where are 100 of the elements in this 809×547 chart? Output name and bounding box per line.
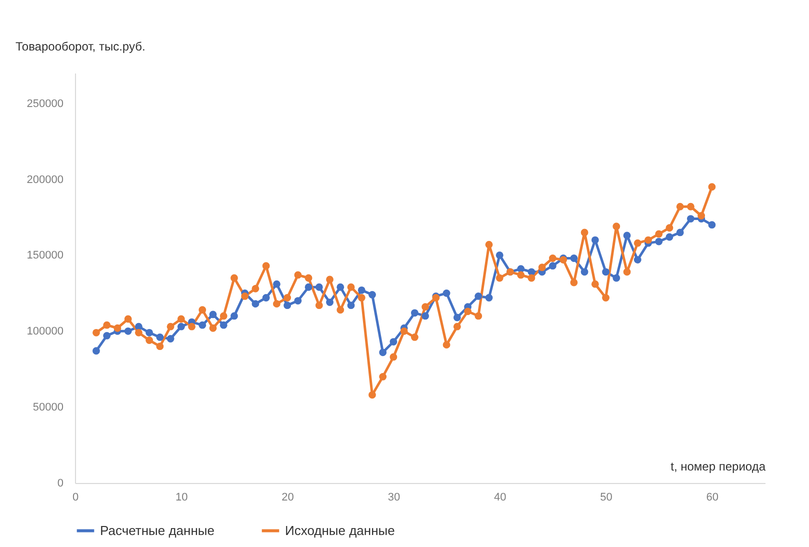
- point: [166, 335, 174, 342]
- point: [390, 338, 398, 346]
- point: [252, 284, 260, 292]
- point: [262, 294, 270, 302]
- point: [655, 238, 663, 246]
- point: [368, 291, 376, 298]
- point: [230, 312, 238, 320]
- point: [146, 336, 154, 344]
- point: [453, 322, 461, 330]
- point: [676, 228, 684, 236]
- point: [304, 274, 312, 282]
- point: [602, 294, 610, 302]
- point: [422, 312, 430, 320]
- point: [591, 280, 599, 288]
- y-tick-label: 50000: [32, 402, 64, 414]
- point: [570, 278, 578, 286]
- point: [220, 312, 228, 320]
- point: [326, 298, 334, 306]
- point: [166, 322, 174, 330]
- point: [103, 321, 111, 329]
- point: [442, 289, 450, 297]
- point: [262, 262, 270, 270]
- point: [666, 224, 674, 232]
- point: [379, 348, 387, 356]
- point: [655, 230, 663, 238]
- point: [517, 265, 525, 273]
- point: [410, 309, 418, 317]
- point: [634, 256, 642, 264]
- point: [474, 292, 482, 300]
- point: [134, 328, 142, 336]
- point: [410, 334, 418, 341]
- point: [676, 202, 684, 210]
- point: [528, 268, 536, 276]
- point: [517, 271, 525, 279]
- point: [644, 236, 652, 244]
- y-tick-label: 250000: [26, 98, 64, 110]
- y-tick-label: 100000: [26, 326, 64, 338]
- y-axis-title: Товарооборот, тыс.руб.: [16, 40, 146, 54]
- y-tick-label: 200000: [26, 174, 64, 186]
- point: [294, 297, 302, 304]
- point: [103, 332, 111, 340]
- point: [124, 315, 132, 323]
- x-tick-label: 10: [176, 492, 188, 504]
- point: [496, 274, 504, 282]
- point: [570, 254, 578, 262]
- point: [686, 215, 694, 222]
- point: [580, 268, 588, 276]
- point: [177, 315, 185, 323]
- point: [548, 262, 556, 270]
- point: [92, 347, 100, 355]
- point: [612, 274, 620, 282]
- point: [284, 302, 292, 310]
- point: [390, 353, 398, 361]
- point: [198, 306, 206, 314]
- legend-label: Исходные данные: [285, 522, 395, 538]
- point: [294, 271, 302, 279]
- point: [272, 300, 280, 308]
- point: [623, 268, 631, 276]
- point: [209, 310, 217, 318]
- point: [708, 183, 716, 191]
- x-tick-label: 50: [600, 492, 612, 504]
- point: [347, 302, 355, 310]
- point: [422, 303, 430, 311]
- point: [315, 283, 323, 291]
- point: [602, 268, 610, 276]
- point: [591, 236, 599, 244]
- x-tick-label: 30: [388, 492, 400, 504]
- point: [464, 308, 472, 316]
- point: [230, 274, 238, 282]
- x-tick-label: 20: [282, 492, 294, 504]
- point: [284, 294, 292, 302]
- point: [272, 280, 280, 288]
- point: [114, 324, 122, 332]
- point: [666, 233, 674, 241]
- y-tick-label: 150000: [26, 250, 64, 262]
- point: [220, 321, 228, 329]
- point: [326, 276, 334, 284]
- point: [708, 221, 716, 229]
- point: [198, 321, 206, 329]
- x-tick-label: 60: [706, 492, 719, 504]
- point: [315, 302, 323, 310]
- x-axis-title: t, номер периода: [670, 460, 766, 474]
- legend-label: Расчетные данные: [100, 522, 214, 538]
- point: [252, 300, 260, 308]
- point: [146, 328, 154, 336]
- point: [156, 342, 164, 350]
- point: [379, 373, 387, 380]
- point: [442, 341, 450, 349]
- point: [336, 283, 344, 291]
- point: [92, 328, 100, 336]
- point: [634, 239, 642, 247]
- point: [580, 228, 588, 236]
- point: [241, 292, 249, 300]
- point: [453, 314, 461, 322]
- point: [304, 283, 312, 291]
- point: [368, 391, 376, 399]
- point: [474, 312, 482, 320]
- point: [358, 286, 366, 294]
- point: [496, 252, 504, 259]
- x-tick-label: 0: [72, 492, 79, 504]
